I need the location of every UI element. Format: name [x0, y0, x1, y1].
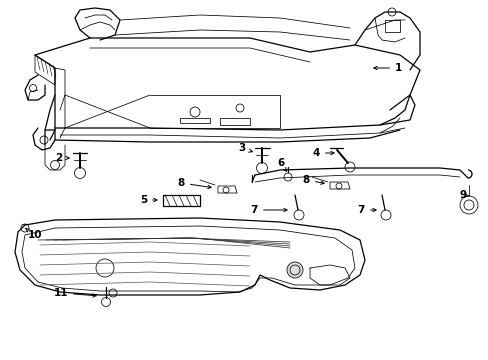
Circle shape	[286, 262, 303, 278]
Text: 8: 8	[302, 175, 324, 185]
Text: 5: 5	[140, 195, 157, 205]
Text: 3: 3	[238, 143, 252, 153]
Text: 11: 11	[53, 288, 96, 298]
Text: 2: 2	[55, 153, 69, 163]
Text: 1: 1	[373, 63, 402, 73]
Text: 10: 10	[25, 228, 42, 240]
Text: 9: 9	[458, 190, 468, 200]
Text: 7: 7	[250, 205, 286, 215]
Text: 8: 8	[177, 178, 211, 189]
Text: 7: 7	[357, 205, 375, 215]
Text: 6: 6	[276, 158, 286, 171]
Text: 4: 4	[312, 148, 333, 158]
